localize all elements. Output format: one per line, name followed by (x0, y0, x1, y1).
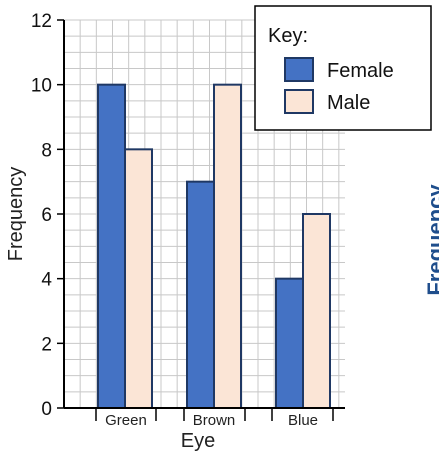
legend-swatch-female (284, 57, 314, 82)
y-tick-label: 0 (41, 399, 52, 420)
y-axis-title: Frequency (5, 167, 27, 262)
y-tick-label: 10 (31, 76, 52, 97)
y-tick-labels: 0 2 4 6 8 10 12 (31, 11, 64, 420)
legend-swatch-male (284, 89, 314, 114)
bar-male-brown (213, 83, 242, 410)
cropped-side-label: Frequency (423, 184, 439, 296)
legend-label-female: Female (327, 60, 394, 82)
bar-female-brown (186, 180, 215, 409)
x-tick-label-blue: Blue (288, 412, 318, 429)
x-tick-label-brown: Brown (193, 412, 236, 429)
y-tick-label: 12 (31, 11, 52, 32)
legend-title: Key: (268, 25, 308, 47)
x-axis-title: Eye (181, 430, 215, 452)
y-tick-label: 4 (41, 270, 52, 291)
bar-female-green (97, 83, 126, 410)
bar-male-blue (302, 213, 331, 409)
bar-male-green (124, 148, 153, 409)
bar-female-blue (275, 277, 304, 409)
x-tick-label-green: Green (105, 412, 147, 429)
y-tick-label: 2 (41, 334, 52, 355)
y-tick-label: 6 (41, 205, 52, 226)
legend: Key: Female Male (254, 5, 432, 131)
x-tick-labels: Green Brown Blue (95, 408, 334, 429)
legend-label-male: Male (327, 92, 370, 114)
y-tick-label: 8 (41, 140, 52, 161)
